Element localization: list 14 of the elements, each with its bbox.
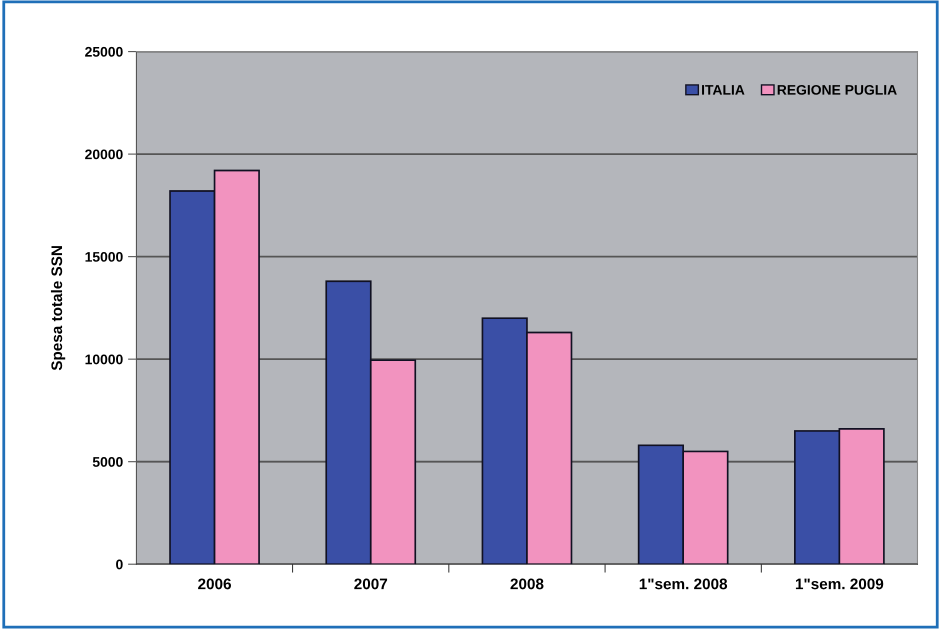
x-tick-label: 2006: [198, 578, 231, 590]
y-tick-label: 0: [116, 560, 123, 570]
x-tick-label: 1"sem. 2008: [640, 578, 728, 590]
legend-label: ITALIA: [702, 85, 744, 95]
x-tick-label: 2007: [354, 578, 388, 590]
y-axis-title: Spesa totale SSN: [50, 246, 66, 370]
y-tick-label: 15000: [86, 252, 123, 262]
y-tick-label: 5000: [92, 457, 123, 467]
x-tick-label: 1"sem. 2009: [796, 578, 884, 590]
legend-label: REGIONE PUGLIA: [778, 84, 897, 95]
x-tick-label: 2008: [510, 578, 544, 590]
y-tick-label: 10000: [86, 354, 123, 364]
y-tick-label: 20000: [85, 149, 123, 160]
y-tick-label: 25000: [85, 46, 123, 57]
